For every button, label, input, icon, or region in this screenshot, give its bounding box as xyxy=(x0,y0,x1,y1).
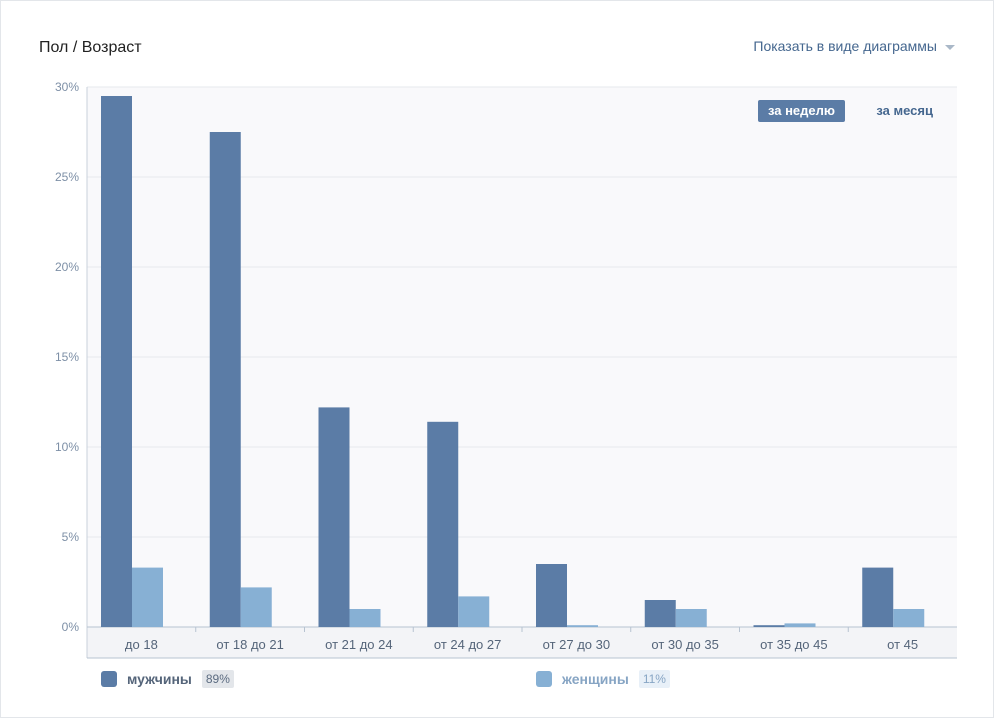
x-axis-band xyxy=(87,627,957,658)
x-tick-label: от 24 до 27 xyxy=(434,637,501,652)
bar-female xyxy=(893,609,925,627)
x-tick-label: от 45 xyxy=(887,637,918,652)
x-tick-label: от 35 до 45 xyxy=(760,637,827,652)
x-tick-label: от 30 до 35 xyxy=(651,637,718,652)
y-tick-label: 30% xyxy=(55,80,79,94)
y-tick-label: 25% xyxy=(55,170,79,184)
bar-male xyxy=(536,564,567,627)
bar-female xyxy=(349,609,381,627)
x-tick-label: от 18 до 21 xyxy=(216,637,283,652)
legend-label-male: мужчины xyxy=(127,671,192,687)
legend-pct-male: 89% xyxy=(201,670,234,688)
chevron-down-icon xyxy=(945,44,955,50)
y-tick-label: 15% xyxy=(55,350,79,364)
legend-swatch-male xyxy=(101,671,117,687)
page-title: Пол / Возраст xyxy=(39,39,142,56)
bar-female xyxy=(132,567,163,627)
bar-male xyxy=(209,132,241,627)
bar-female xyxy=(458,596,490,627)
y-tick-label: 10% xyxy=(55,440,79,454)
bar-male xyxy=(753,625,785,627)
bar-female xyxy=(567,625,598,627)
bar-male xyxy=(318,407,350,627)
legend-item-female[interactable]: женщины 11% xyxy=(536,670,670,688)
period-week-button[interactable]: за неделю xyxy=(757,100,845,122)
x-tick-label: от 27 до 30 xyxy=(543,637,610,652)
x-tick-label: от 21 до 24 xyxy=(325,637,392,652)
bar-female xyxy=(240,587,272,627)
period-month-button[interactable]: за месяц xyxy=(876,103,933,118)
legend-pct-female: 11% xyxy=(638,670,670,688)
y-tick-label: 5% xyxy=(62,530,80,544)
bar-female xyxy=(675,609,707,627)
legend-swatch-female xyxy=(536,671,552,687)
view-mode-label: Показать в виде диаграммы xyxy=(753,38,937,54)
view-mode-dropdown[interactable]: Показать в виде диаграммы xyxy=(753,38,955,54)
y-tick-label: 20% xyxy=(55,260,79,274)
bar-male xyxy=(427,421,459,627)
legend-label-female: женщины xyxy=(562,671,629,687)
bar-male xyxy=(101,96,132,627)
y-tick-label: 0% xyxy=(62,620,80,634)
x-tick-label: до 18 xyxy=(125,637,158,652)
bar-female xyxy=(784,623,816,627)
bar-male xyxy=(862,567,894,627)
legend-item-male[interactable]: мужчины 89% xyxy=(101,670,234,688)
bar-male xyxy=(644,600,676,627)
